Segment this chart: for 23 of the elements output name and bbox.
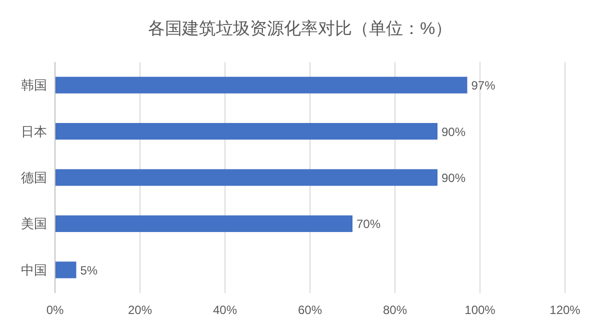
bar — [55, 169, 438, 186]
x-tick-label: 60% — [298, 303, 322, 317]
data-label: 90% — [442, 171, 466, 185]
chart-title: 各国建筑垃圾资源化率对比（单位：%） — [148, 19, 452, 38]
y-tick-label: 中国 — [21, 262, 47, 278]
bar — [55, 262, 76, 278]
bar — [55, 122, 438, 140]
y-tick-label: 德国 — [21, 170, 47, 185]
bar — [55, 76, 468, 94]
y-tick-label: 日本 — [21, 124, 47, 139]
x-tick-label: 20% — [128, 303, 152, 317]
x-tick-label: 100% — [464, 303, 496, 317]
x-tick-label: 0% — [46, 303, 64, 317]
x-tick-label: 120% — [550, 303, 581, 317]
y-tick-label: 美国 — [21, 216, 47, 232]
data-label: 90% — [442, 124, 466, 139]
x-tick-label: 40% — [212, 303, 238, 317]
x-tick-label: 80% — [382, 303, 408, 317]
bar — [55, 215, 352, 232]
data-label: 97% — [471, 78, 496, 93]
data-label: 5% — [80, 263, 98, 278]
data-label: 70% — [356, 217, 381, 232]
y-tick-label: 韩国 — [21, 78, 47, 93]
